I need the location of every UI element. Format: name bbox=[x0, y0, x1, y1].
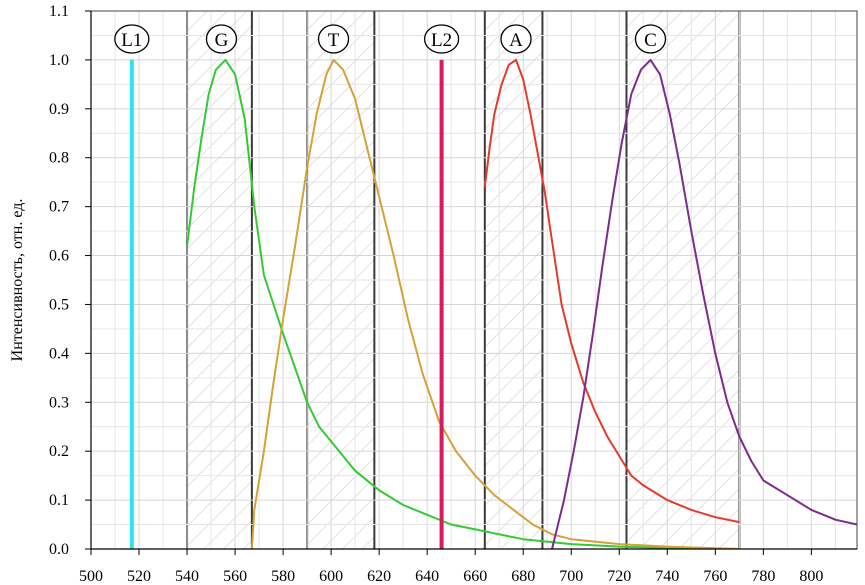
y-tick-label-0.4: 0.4 bbox=[49, 345, 69, 362]
peak-label-l2: L2 bbox=[431, 30, 452, 51]
y-tick-label-0.1: 0.1 bbox=[49, 492, 69, 509]
peak-label-a-circle bbox=[500, 24, 532, 54]
series-a-curve bbox=[483, 58, 740, 524]
x-tick-label-620: 620 bbox=[367, 568, 391, 585]
x-tick-label-600: 600 bbox=[319, 568, 343, 585]
x-tick-label-680: 680 bbox=[511, 568, 535, 585]
y-tick-label-0.9: 0.9 bbox=[49, 101, 69, 118]
series-g-curve bbox=[186, 58, 740, 549]
x-tick-label-520: 520 bbox=[127, 568, 151, 585]
peak-label-l1-circle bbox=[114, 24, 150, 54]
peak-label-a: A bbox=[509, 30, 523, 51]
y-tick-label-0.6: 0.6 bbox=[49, 248, 69, 265]
x-tick-label-780: 780 bbox=[751, 568, 775, 585]
series-t-curve bbox=[250, 58, 740, 549]
y-tick-label-0.8: 0.8 bbox=[49, 150, 69, 167]
y-tick-label-0.2: 0.2 bbox=[49, 443, 69, 460]
series-layer bbox=[129, 58, 857, 549]
y-tick-label-0.5: 0.5 bbox=[49, 296, 69, 313]
peak-label-l2-circle bbox=[423, 24, 460, 54]
x-tick-label-540: 540 bbox=[175, 568, 199, 585]
y-tick-label-0.0: 0.0 bbox=[49, 541, 69, 558]
x-tick-label-660: 660 bbox=[463, 568, 487, 585]
peak-label-t: T bbox=[328, 30, 340, 51]
x-tick-label-740: 740 bbox=[655, 568, 679, 585]
series-c-curve bbox=[551, 58, 857, 549]
peak-label-g-circle bbox=[205, 24, 238, 54]
axes: 500 520 540 560 580 600 620 640 660 680 700 720 740 7… bbox=[49, 3, 858, 585]
y-tick-label-0.3: 0.3 bbox=[49, 394, 69, 411]
x-tick-label-700: 700 bbox=[559, 568, 583, 585]
y-axis-title: Интенсивность, отн. ед. bbox=[9, 199, 26, 362]
x-tick-label-800: 800 bbox=[799, 568, 823, 585]
x-tick-label-500: 500 bbox=[79, 568, 103, 585]
y-tick-label-1.1: 1.1 bbox=[49, 3, 69, 20]
peak-labels: L1 G T L2 A C bbox=[114, 24, 667, 54]
grid bbox=[90, 10, 857, 550]
y-tick-label-1.0: 1.0 bbox=[49, 52, 69, 69]
x-tick-label-580: 580 bbox=[271, 568, 295, 585]
peak-label-g: G bbox=[215, 30, 229, 51]
x-tick-label-720: 720 bbox=[607, 568, 631, 585]
peak-label-c: C bbox=[644, 30, 657, 51]
peak-label-l1: L1 bbox=[121, 30, 142, 51]
y-tick-label-0.7: 0.7 bbox=[49, 199, 69, 216]
x-tick-label-560: 560 bbox=[223, 568, 247, 585]
x-tick-label-640: 640 bbox=[415, 568, 439, 585]
peak-label-t-circle bbox=[317, 24, 350, 54]
x-tick-label-760: 760 bbox=[703, 568, 727, 585]
peak-label-c-circle bbox=[634, 24, 667, 54]
